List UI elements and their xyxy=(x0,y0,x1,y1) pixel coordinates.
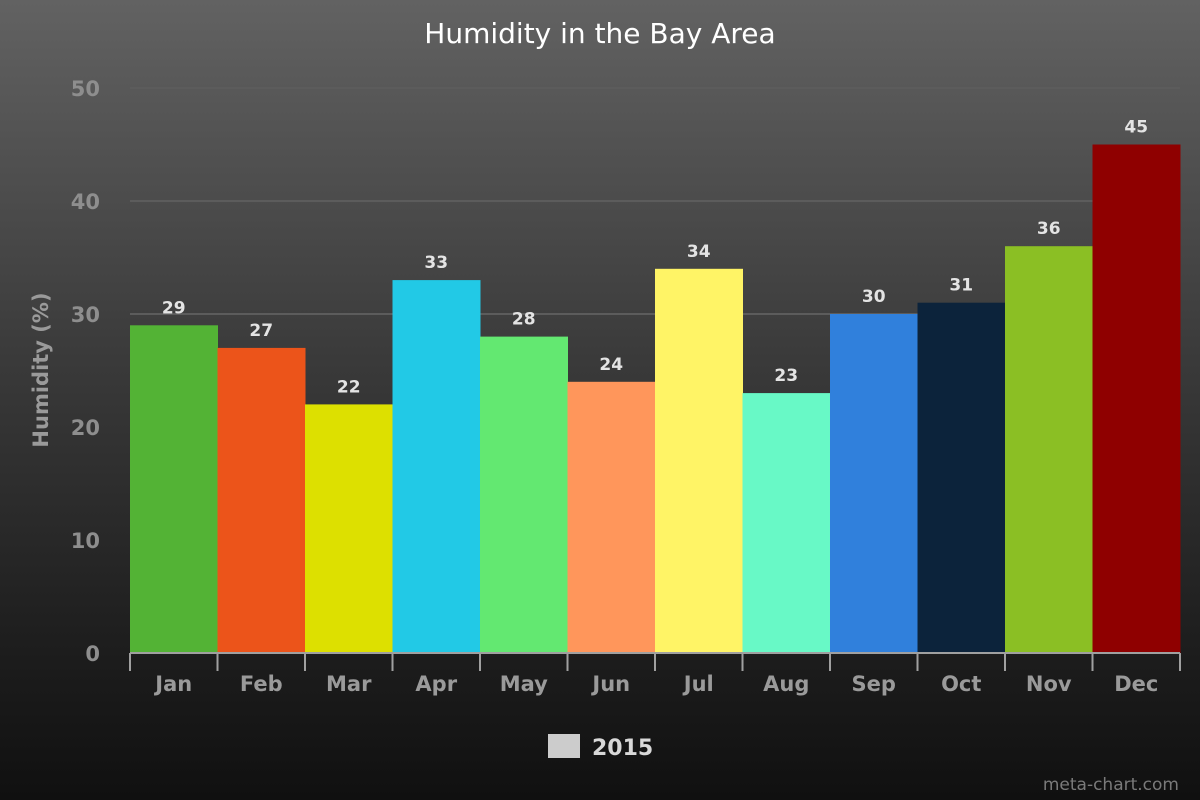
y-tick-label: 50 xyxy=(71,77,100,101)
x-tick-label-may: May xyxy=(500,672,548,696)
y-axis-label: Humidity (%) xyxy=(29,292,53,447)
x-axis-ticks: Jan Feb Mar Apr May Jun Jul Aug Sep Oct Nov Dec xyxy=(153,672,1158,696)
legend[interactable]: 2015 xyxy=(548,734,653,761)
x-tick-label-nov: Nov xyxy=(1026,672,1072,696)
bar-jan[interactable] xyxy=(130,325,218,653)
y-tick-label: 40 xyxy=(71,190,100,214)
x-tick-label-apr: Apr xyxy=(415,672,457,696)
bar-jul[interactable] xyxy=(655,268,743,653)
credit-text[interactable]: meta-chart.com xyxy=(1043,775,1179,795)
legend-swatch[interactable] xyxy=(548,734,580,758)
x-tick-label-jan: Jan xyxy=(153,672,192,696)
y-tick-label: 30 xyxy=(71,303,100,327)
bar-apr[interactable] xyxy=(392,280,481,653)
data-label-feb: 27 xyxy=(249,321,273,341)
x-axis xyxy=(129,652,1181,671)
x-tick-label-jun: Jun xyxy=(590,672,630,696)
data-label-mar: 22 xyxy=(337,377,361,397)
bar-may[interactable] xyxy=(480,336,568,653)
x-tick-label-sep: Sep xyxy=(852,672,896,696)
y-tick-label: 10 xyxy=(71,529,100,553)
bar-mar[interactable] xyxy=(305,404,393,653)
x-tick-label-mar: Mar xyxy=(326,672,372,696)
data-label-oct: 31 xyxy=(949,276,973,296)
bar-nov[interactable] xyxy=(1005,246,1093,653)
x-tick-label-dec: Dec xyxy=(1114,672,1158,696)
bar-jun[interactable] xyxy=(567,381,656,653)
chart-title: Humidity in the Bay Area xyxy=(424,17,775,50)
x-tick-label-jul: Jul xyxy=(682,672,714,696)
bar-dec[interactable] xyxy=(1092,144,1181,654)
data-label-may: 28 xyxy=(512,310,536,330)
data-label-jul: 34 xyxy=(687,242,711,262)
data-label-sep: 30 xyxy=(862,287,886,307)
data-label-apr: 33 xyxy=(424,253,448,273)
data-label-aug: 23 xyxy=(774,366,798,386)
data-label-nov: 36 xyxy=(1037,219,1061,239)
x-tick-label-oct: Oct xyxy=(941,672,981,696)
y-tick-label: 20 xyxy=(71,416,100,440)
x-tick-label-aug: Aug xyxy=(763,672,809,696)
y-axis-ticks: 0 10 20 30 40 50 xyxy=(71,77,100,666)
data-label-jan: 29 xyxy=(162,298,186,318)
data-labels: 29 27 22 33 28 24 34 23 30 31 36 45 xyxy=(162,118,1148,398)
y-tick-label: 0 xyxy=(85,642,100,666)
data-label-dec: 45 xyxy=(1124,118,1148,138)
x-tick-label-feb: Feb xyxy=(240,672,283,696)
bar-feb[interactable] xyxy=(217,347,306,653)
bar-aug[interactable] xyxy=(742,393,831,653)
data-label-jun: 24 xyxy=(599,355,623,375)
bar-sep[interactable] xyxy=(830,314,918,653)
legend-label[interactable]: 2015 xyxy=(592,736,653,761)
bar-oct[interactable] xyxy=(917,302,1006,653)
bars xyxy=(130,144,1181,654)
